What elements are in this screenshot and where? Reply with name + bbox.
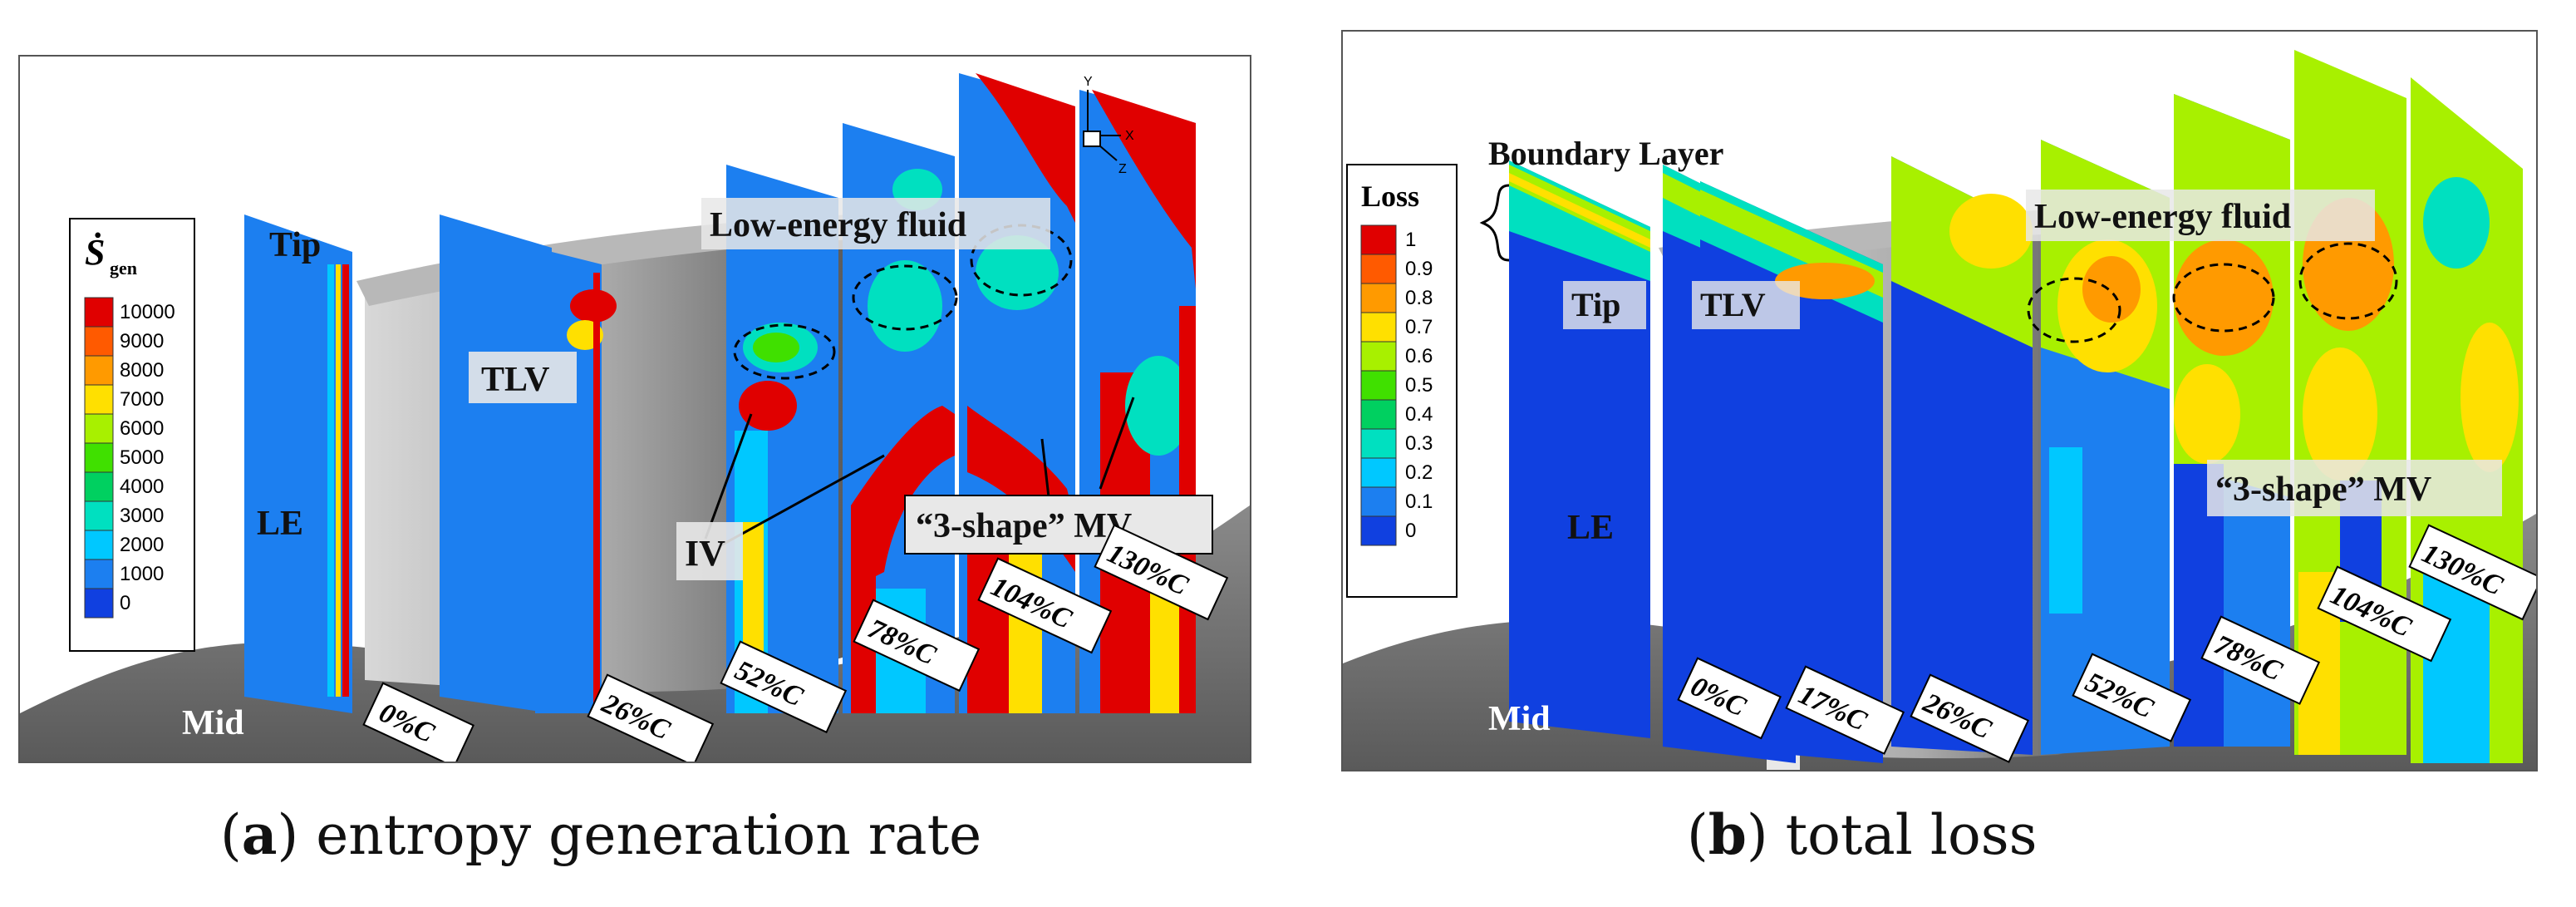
caption-letter: a (241, 802, 278, 867)
legend-swatch (84, 500, 114, 531)
label-mid: Mid (1488, 700, 1551, 738)
caption-text: total loss (1785, 803, 2038, 867)
label-tlv: TLV (1700, 286, 1766, 323)
legend-swatch (1360, 399, 1397, 430)
legend-val: 0.1 (1405, 490, 1433, 513)
legend-val: 10000 (120, 301, 175, 323)
legend-swatch (84, 384, 114, 415)
low-energy-ellipse-2 (852, 264, 958, 331)
legend-val: 3000 (120, 505, 164, 527)
legend-subscript: gen (110, 258, 137, 279)
caption-b: (b) total loss (1687, 802, 2038, 867)
legend-entropy: Ṡ gen 10000 9000 8000 7000 6000 5000 400… (69, 218, 195, 652)
annotation-arrows (704, 397, 1135, 549)
legend-val: 6000 (120, 417, 164, 440)
legend-val: 1 (1405, 229, 1416, 251)
axis-y-label: Y (1084, 75, 1093, 89)
legend-swatch (1360, 312, 1397, 343)
legend-val: 0.2 (1405, 461, 1433, 484)
label-low-energy-fluid: Low-energy fluid (2034, 198, 2291, 236)
legend-val: 0 (1405, 520, 1416, 542)
low-energy-ellipse-2 (2172, 263, 2275, 333)
legend-val: 0.4 (1405, 403, 1433, 426)
legend-swatch (1360, 428, 1397, 459)
legend-val: 2000 (120, 534, 164, 556)
cut-plane-130c (2411, 77, 2523, 763)
legend-swatch (1360, 515, 1397, 546)
station-tag: 52%C (2072, 653, 2192, 742)
legend-val: 0.9 (1405, 258, 1433, 280)
cut-plane-0c (1509, 160, 1650, 738)
legend-val: 7000 (120, 388, 164, 411)
legend-swatch (84, 413, 114, 444)
label-tlv: TLV (481, 361, 550, 399)
legend-swatch (84, 530, 114, 560)
label-mid: Mid (182, 704, 244, 742)
legend-val: 4000 (120, 476, 164, 498)
legend-swatch (1360, 486, 1397, 517)
legend-swatch (1360, 370, 1397, 401)
legend-swatch (84, 471, 114, 502)
cut-plane-26c (1700, 181, 1883, 763)
label-low-energy-fluid: Low-energy fluid (710, 206, 966, 244)
legend-val: 0.7 (1405, 316, 1433, 338)
station-tag: 130%C (1094, 524, 1229, 621)
legend-swatch (1360, 254, 1397, 284)
label-3-shape-mv: “3-shape” MV (2215, 471, 2431, 509)
legend-swatch (84, 297, 114, 328)
legend-val: 0.5 (1405, 374, 1433, 397)
legend-swatch (84, 326, 114, 357)
panel-a-figure: Y X Z Ṡ gen 10000 9000 8000 7000 6000 50… (20, 73, 1250, 762)
legend-title: Ṡ (85, 232, 105, 273)
panel-b-figure: Loss 1 0.9 0.8 0.7 0.6 0.5 0.4 0.3 0.2 0… (1343, 50, 2536, 770)
legend-val: 8000 (120, 359, 164, 382)
legend-val: 0 (120, 592, 130, 614)
label-le: LE (257, 505, 303, 543)
cut-plane-0c (244, 214, 352, 713)
legend-swatch (84, 559, 114, 589)
cut-plane-104c (2294, 50, 2406, 755)
axis-z-label: Z (1118, 162, 1127, 176)
legend-val: 5000 (120, 446, 164, 469)
low-energy-ellipse-3 (2298, 242, 2398, 320)
legend-val: 0.8 (1405, 287, 1433, 309)
low-energy-ellipse-1 (733, 323, 836, 380)
caption-text: entropy generation rate (316, 803, 982, 867)
cut-plane-26c (440, 214, 617, 713)
axis-triad (1083, 90, 1121, 161)
legend-val: 1000 (120, 563, 164, 585)
legend-swatch (1360, 224, 1397, 255)
boundary-layer-brace (1479, 184, 1510, 262)
panel-entropy-generation: Y X Z Ṡ gen 10000 9000 8000 7000 6000 50… (18, 55, 1251, 763)
legend-val: 0.6 (1405, 345, 1433, 367)
caption-a: (a) entropy generation rate (220, 802, 982, 867)
cut-plane-52c (1891, 156, 2033, 755)
legend-swatch (1360, 283, 1397, 313)
legend-swatch (1360, 457, 1397, 488)
low-energy-ellipse-1 (2027, 277, 2121, 343)
axis-x-label: X (1125, 129, 1134, 143)
label-3-shape-mv: “3-shape” MV (916, 507, 1132, 545)
legend-loss: Loss 1 0.9 0.8 0.7 0.6 0.5 0.4 0.3 0.2 0… (1346, 164, 1458, 598)
legend-swatch (84, 355, 114, 386)
legend-val: 0.3 (1405, 432, 1433, 455)
label-tip: Tip (1571, 286, 1620, 323)
label-le: LE (1567, 509, 1614, 547)
legend-swatch (84, 442, 114, 473)
legend-title: Loss (1361, 180, 1419, 213)
label-tip: Tip (269, 226, 321, 264)
station-tag: 0%C (1677, 657, 1782, 740)
legend-val: 9000 (120, 330, 164, 352)
legend-swatch (84, 588, 114, 619)
caption-letter: b (1708, 802, 1747, 867)
legend-swatch (1360, 341, 1397, 372)
label-iv: IV (685, 533, 725, 574)
panel-total-loss: Loss 1 0.9 0.8 0.7 0.6 0.5 0.4 0.3 0.2 0… (1341, 30, 2538, 771)
label-boundary-layer: Boundary Layer (1488, 135, 1723, 172)
